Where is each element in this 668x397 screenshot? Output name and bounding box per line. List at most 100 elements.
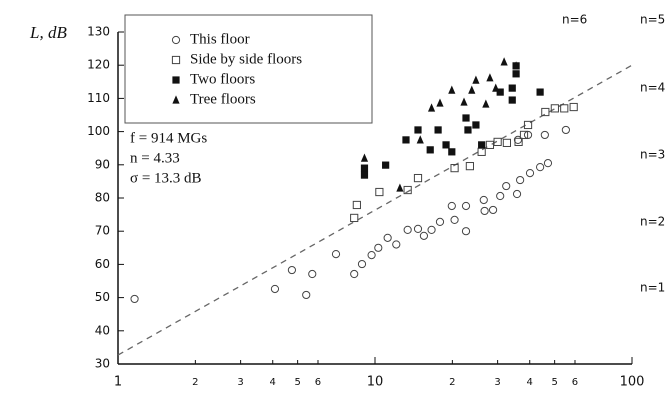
point	[426, 146, 434, 154]
point	[468, 85, 476, 94]
point	[448, 85, 456, 94]
point	[561, 125, 570, 135]
point	[472, 121, 480, 129]
n-label: n=5	[640, 13, 665, 27]
point	[308, 269, 317, 279]
point	[450, 215, 459, 225]
point	[516, 175, 525, 185]
y-tick-label: 100	[87, 124, 110, 138]
point	[482, 99, 490, 108]
point	[512, 70, 520, 78]
point	[360, 153, 369, 162]
point	[496, 191, 505, 201]
point	[374, 243, 383, 252]
x-tick-label: 3	[494, 377, 500, 388]
point	[403, 225, 412, 234]
point	[480, 206, 489, 216]
point	[427, 225, 436, 234]
point	[448, 148, 456, 156]
point	[569, 102, 578, 112]
y-tick-label: 40	[95, 323, 110, 337]
annotation: n = 4.33	[130, 150, 180, 166]
point	[413, 173, 423, 183]
n-label: n=1	[640, 281, 665, 295]
point	[416, 135, 424, 144]
point	[360, 171, 369, 179]
point	[435, 217, 445, 227]
y-tick-label: 70	[95, 224, 110, 238]
annotation: f = 914 MGs	[130, 130, 207, 146]
point	[302, 290, 311, 300]
point	[513, 135, 523, 144]
y-tick-label: 80	[95, 191, 110, 205]
point	[560, 104, 569, 113]
point	[496, 88, 504, 96]
point	[541, 107, 550, 117]
point	[472, 75, 480, 84]
point	[502, 181, 511, 191]
y-tick-label: 130	[87, 25, 110, 39]
point	[357, 259, 367, 269]
n-label: n=6	[562, 13, 587, 27]
point	[462, 114, 470, 122]
point	[479, 195, 488, 205]
x-tick-label: 5	[551, 377, 557, 388]
n-label: n=2	[640, 215, 665, 229]
x-tick-label: 6	[572, 377, 578, 388]
point	[519, 130, 529, 140]
point	[502, 138, 511, 147]
x-tick-label: 10	[367, 375, 384, 390]
point	[287, 265, 297, 275]
y-tick-label: 50	[95, 290, 110, 304]
point	[536, 88, 544, 96]
x-tick-label: 4	[527, 377, 533, 388]
x-tick-label: 2	[449, 377, 455, 388]
point	[360, 164, 369, 172]
point	[375, 187, 384, 197]
legend-box	[124, 14, 373, 124]
x-tick-label: 4	[270, 377, 276, 388]
point	[523, 120, 533, 130]
point	[478, 141, 486, 149]
point	[460, 97, 468, 106]
point	[525, 169, 535, 178]
x-tick-label: 3	[237, 377, 243, 388]
point	[464, 126, 472, 134]
point	[493, 137, 502, 146]
n-label: n=3	[640, 148, 665, 162]
point	[447, 201, 456, 211]
point	[492, 83, 500, 92]
legend-label: This floor	[190, 31, 250, 47]
n-label: n=4	[640, 81, 665, 95]
point	[488, 205, 498, 215]
point	[396, 183, 404, 192]
point	[536, 163, 545, 172]
y-axis-label: L, dB	[29, 23, 67, 42]
annotation: σ = 13.3 dB	[130, 170, 202, 186]
legend-label: Tree floors	[190, 91, 256, 107]
x-tick-label: 5	[294, 377, 300, 388]
point	[486, 73, 494, 82]
x-tick-label: 100	[620, 375, 645, 390]
point	[350, 213, 359, 223]
point	[403, 185, 412, 195]
point	[514, 137, 523, 146]
point	[436, 98, 444, 107]
legend-label: Two floors	[190, 71, 255, 87]
point	[461, 227, 471, 236]
y-tick-label: 90	[95, 157, 110, 171]
legend-marker	[172, 95, 180, 104]
point	[442, 141, 450, 149]
y-tick-label: 60	[95, 257, 110, 271]
point	[550, 104, 559, 113]
point	[419, 231, 429, 240]
legend-marker	[172, 76, 180, 84]
point	[540, 130, 549, 140]
point	[461, 201, 471, 211]
y-tick-label: 120	[87, 58, 110, 72]
point	[402, 136, 410, 144]
legend-marker	[171, 55, 181, 65]
point	[508, 84, 516, 92]
point	[383, 233, 392, 242]
